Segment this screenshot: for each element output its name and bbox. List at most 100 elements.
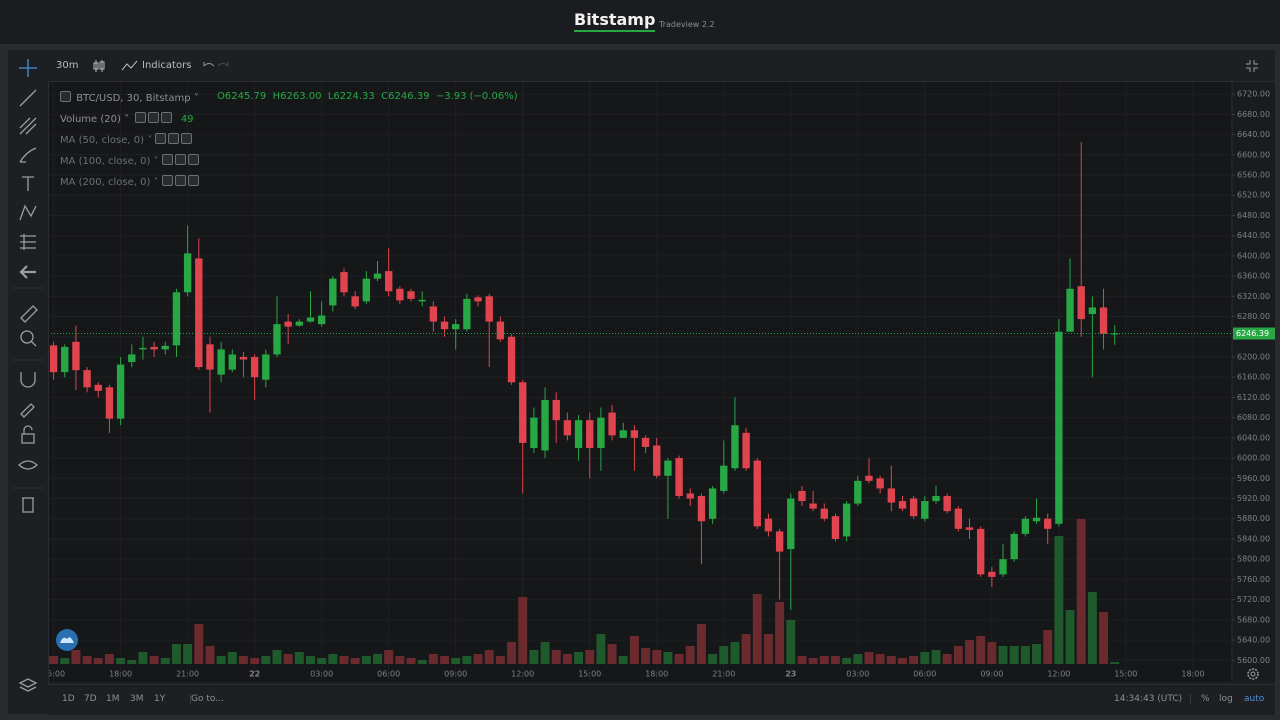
volume-bar: [82, 656, 92, 664]
goto-button[interactable]: Go to...: [190, 694, 224, 704]
candle-body: [720, 465, 728, 491]
x-tick-label: 06:00: [913, 670, 936, 679]
range-button[interactable]: 1D: [62, 694, 75, 704]
candle-body: [195, 258, 203, 368]
candle-body: [742, 432, 750, 469]
candle-body: [597, 417, 605, 448]
volume-bar: [808, 658, 818, 664]
x-tick-label: 18:00: [645, 670, 668, 679]
candle-body: [675, 458, 683, 496]
text-tool[interactable]: [22, 176, 34, 191]
volume-bar: [272, 650, 282, 664]
volume-bar: [261, 656, 271, 664]
volume-bar: [127, 660, 137, 664]
interval-button[interactable]: 30m: [56, 60, 79, 71]
candle-body: [161, 345, 169, 350]
magnet-tool[interactable]: [20, 372, 36, 388]
indicator-row[interactable]: MA (200, close, 0) ˅: [60, 175, 201, 188]
volume-bar: [1099, 612, 1109, 664]
indicator-name: MA (50, close, 0): [60, 135, 145, 146]
y-tick-label: 6080.00: [1237, 413, 1270, 422]
lock-draw-tool[interactable]: [20, 403, 35, 418]
visibility-tool[interactable]: [18, 460, 38, 470]
indicators-button[interactable]: Indicators: [142, 60, 192, 71]
volume-bar: [171, 644, 181, 664]
candle-body: [452, 324, 460, 330]
volume-bar: [652, 650, 662, 664]
candle-body: [619, 430, 627, 438]
indicator-row[interactable]: MA (50, close, 0) ˅: [60, 133, 194, 146]
candle-body: [921, 501, 929, 519]
percent-button[interactable]: %: [1201, 694, 1210, 704]
y-tick-label: 5920.00: [1237, 494, 1270, 503]
undo-redo[interactable]: [200, 59, 232, 73]
log-button[interactable]: log: [1219, 694, 1233, 704]
volume-bar: [384, 650, 394, 664]
volume-bar: [864, 652, 874, 664]
candle-body: [630, 430, 639, 438]
settings-button[interactable]: [1245, 666, 1261, 682]
candle-body: [932, 496, 940, 502]
candle-body: [1021, 518, 1030, 534]
brush-tool[interactable]: [19, 147, 37, 163]
volume-bar: [183, 644, 193, 664]
candle-body: [876, 478, 884, 489]
trendline-tool[interactable]: [19, 89, 37, 107]
zoom-tool[interactable]: [20, 330, 37, 347]
volume-bar: [719, 646, 729, 664]
forecast-tool[interactable]: [20, 234, 36, 250]
indicators-icon[interactable]: [120, 58, 140, 74]
y-tick-label: 5680.00: [1237, 615, 1270, 624]
volume-bar: [395, 656, 405, 664]
candle-body: [854, 480, 862, 504]
candle-body: [664, 460, 672, 476]
volume-bar: [819, 656, 829, 664]
volume-bar: [239, 656, 248, 664]
brand-title[interactable]: Bitstamp: [574, 10, 656, 32]
candle-body: [317, 315, 326, 325]
range-button[interactable]: 7D: [84, 694, 97, 704]
range-button[interactable]: 1Y: [154, 694, 166, 704]
last-price-box: [1233, 327, 1275, 340]
candle-body: [586, 420, 594, 448]
fib-tool[interactable]: [19, 117, 37, 135]
logo-icon: [60, 637, 74, 643]
candle-body: [217, 349, 225, 375]
volume-bar: [160, 658, 170, 664]
indicator-row[interactable]: Volume (20) ˅ 49: [60, 112, 194, 125]
layers-tool[interactable]: [18, 678, 38, 692]
volume-bar: [373, 654, 382, 664]
volume-bar: [607, 644, 617, 664]
y-tick-label: 5800.00: [1237, 555, 1270, 564]
measure-tool[interactable]: [20, 305, 38, 323]
symbol-legend[interactable]: BTC/USD, 30, Bitstamp ˅: [60, 91, 199, 104]
volume-bar: [205, 646, 215, 664]
crosshair-tool[interactable]: [19, 59, 37, 77]
volume-bar: [540, 642, 550, 664]
volume-bar: [641, 648, 651, 664]
x-tick-label: 21:00: [712, 670, 735, 679]
candle-body: [976, 528, 985, 575]
chart-style-button[interactable]: [92, 58, 106, 74]
lock-tool[interactable]: [21, 425, 35, 444]
y-tick-label: 6280.00: [1237, 312, 1270, 321]
volume-bar: [339, 656, 349, 664]
volume-bar: [886, 656, 896, 664]
back-tool[interactable]: [19, 265, 36, 279]
x-tick-label: 21:00: [176, 670, 199, 679]
candle-body: [228, 354, 236, 370]
volume-bar: [495, 656, 505, 664]
auto-button[interactable]: auto: [1244, 694, 1265, 704]
volume-bar: [942, 654, 952, 664]
volume-bar: [685, 646, 695, 664]
candle-body: [183, 253, 192, 293]
delete-tool[interactable]: [22, 497, 34, 513]
candle-body: [150, 346, 158, 350]
range-button[interactable]: 1M: [106, 694, 120, 704]
range-button[interactable]: 3M: [130, 694, 144, 704]
pattern-tool[interactable]: [19, 204, 37, 221]
indicator-row[interactable]: MA (100, close, 0) ˅: [60, 154, 201, 167]
volume-bar: [71, 650, 81, 664]
fullscreen-button[interactable]: [1244, 58, 1260, 74]
